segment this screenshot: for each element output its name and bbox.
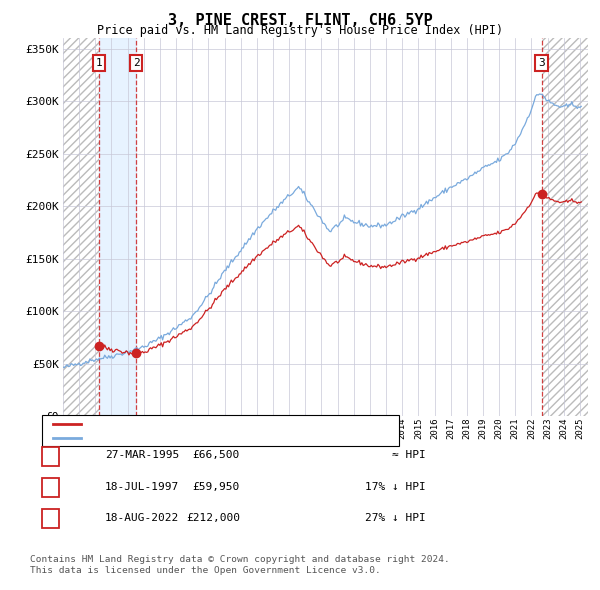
Text: 18-AUG-2022: 18-AUG-2022 (105, 513, 179, 523)
Text: 3: 3 (538, 58, 545, 68)
Text: 3, PINE CREST, FLINT, CH6 5YP: 3, PINE CREST, FLINT, CH6 5YP (167, 13, 433, 28)
Bar (542, 38, 588, 416)
Text: 18-JUL-1997: 18-JUL-1997 (105, 482, 179, 491)
Text: 17% ↓ HPI: 17% ↓ HPI (365, 482, 426, 491)
Text: 2: 2 (47, 483, 54, 492)
Text: 27% ↓ HPI: 27% ↓ HPI (365, 513, 426, 523)
Text: ≈ HPI: ≈ HPI (392, 451, 426, 460)
Bar (542, 38, 588, 416)
Text: 27-MAR-1995: 27-MAR-1995 (105, 451, 179, 460)
Text: Price paid vs. HM Land Registry's House Price Index (HPI): Price paid vs. HM Land Registry's House … (97, 24, 503, 37)
Bar (63, 38, 99, 416)
Text: HPI: Average price, detached house, Flintshire: HPI: Average price, detached house, Flin… (85, 434, 373, 443)
Text: 1: 1 (47, 451, 54, 461)
Bar (63, 38, 99, 416)
Text: 3: 3 (47, 514, 54, 523)
Text: 1: 1 (96, 58, 103, 68)
Text: £66,500: £66,500 (193, 451, 240, 460)
Text: Contains HM Land Registry data © Crown copyright and database right 2024.
This d: Contains HM Land Registry data © Crown c… (30, 555, 450, 575)
Text: £59,950: £59,950 (193, 482, 240, 491)
Text: 3, PINE CREST, FLINT, CH6 5YP (detached house): 3, PINE CREST, FLINT, CH6 5YP (detached … (85, 419, 373, 429)
Bar (99, 38, 136, 416)
Text: £212,000: £212,000 (186, 513, 240, 523)
Text: 2: 2 (133, 58, 140, 68)
